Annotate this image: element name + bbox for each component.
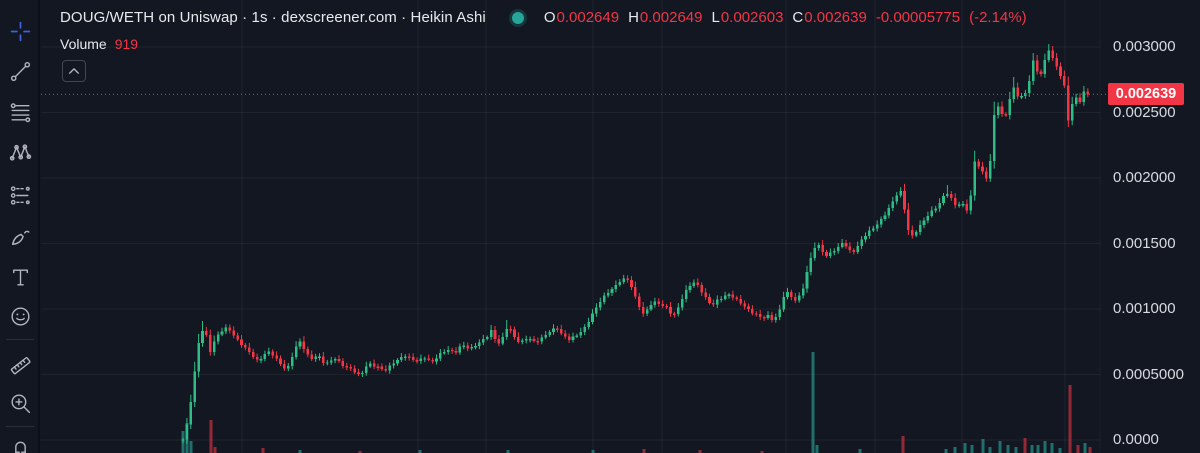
volume-indicator-legend: Volume 919 <box>60 36 138 52</box>
toolbar-divider <box>6 426 34 427</box>
forecast-icon <box>10 185 30 205</box>
tool-xabcd-pattern-button[interactable] <box>4 136 36 168</box>
tool-crosshair-button[interactable] <box>4 15 36 47</box>
price-axis[interactable]: 0.003000 0.002500 0.002000 0.001500 0.00… <box>1100 0 1200 453</box>
ohlc-high: H0.002649 <box>628 9 703 26</box>
ohlc-open: O0.002649 <box>543 9 620 26</box>
price-axis-label: 0.002500 <box>1113 103 1176 121</box>
price-axis-label: 0.0000 <box>1113 431 1159 448</box>
collapse-legend-button[interactable] <box>62 60 86 82</box>
tool-forecast-button[interactable] <box>4 179 36 211</box>
tool-emoji-button[interactable] <box>4 300 36 332</box>
chevron-up-icon <box>69 68 79 74</box>
tool-ruler-button[interactable] <box>4 349 36 381</box>
drawing-toolbar <box>0 0 40 453</box>
brush-icon <box>11 230 30 245</box>
ohlc-low: L0.002603 <box>711 9 784 26</box>
tool-magnet-button[interactable] <box>4 431 36 453</box>
text-icon <box>12 269 28 285</box>
magnet-icon <box>14 441 26 453</box>
tool-text-button[interactable] <box>4 261 36 293</box>
ohlc-close: C0.002639 <box>792 9 867 26</box>
fib-retracement-icon <box>10 102 30 122</box>
chart-legend: DOUG/WETH on Uniswap · 1s · dexscreener.… <box>60 9 1036 26</box>
toolbar-divider <box>6 339 34 340</box>
xabcd-pattern-icon <box>9 143 31 161</box>
trend-line-icon <box>10 61 30 81</box>
pair-title: DOUG/WETH on Uniswap · 1s · dexscreener.… <box>60 9 486 26</box>
price-change-percent: (-2.14%) <box>969 9 1027 26</box>
zoom-in-icon <box>10 393 30 413</box>
price-axis-label: 0.002000 <box>1113 169 1176 186</box>
ruler-icon <box>10 356 31 374</box>
crosshair-icon <box>10 21 30 41</box>
emoji-icon <box>10 306 30 326</box>
price-change: -0.00005775 <box>875 9 961 26</box>
price-axis-label: 0.003000 <box>1113 38 1176 55</box>
tool-brush-button[interactable] <box>4 220 36 252</box>
volume-indicator-value: 919 <box>114 36 139 52</box>
tool-zoom-in-button[interactable] <box>4 387 36 419</box>
price-axis-label: 0.001500 <box>1113 234 1176 252</box>
tool-fib-retracement-button[interactable] <box>4 96 36 128</box>
volume-indicator-name: Volume <box>60 36 107 52</box>
tool-trend-line-button[interactable] <box>4 55 36 87</box>
live-status-dot <box>511 11 524 24</box>
price-axis-label: 0.0005000 <box>1113 365 1184 383</box>
price-axis-label: 0.001000 <box>1113 300 1176 317</box>
current-price-badge: 0.002639 <box>1108 83 1184 106</box>
